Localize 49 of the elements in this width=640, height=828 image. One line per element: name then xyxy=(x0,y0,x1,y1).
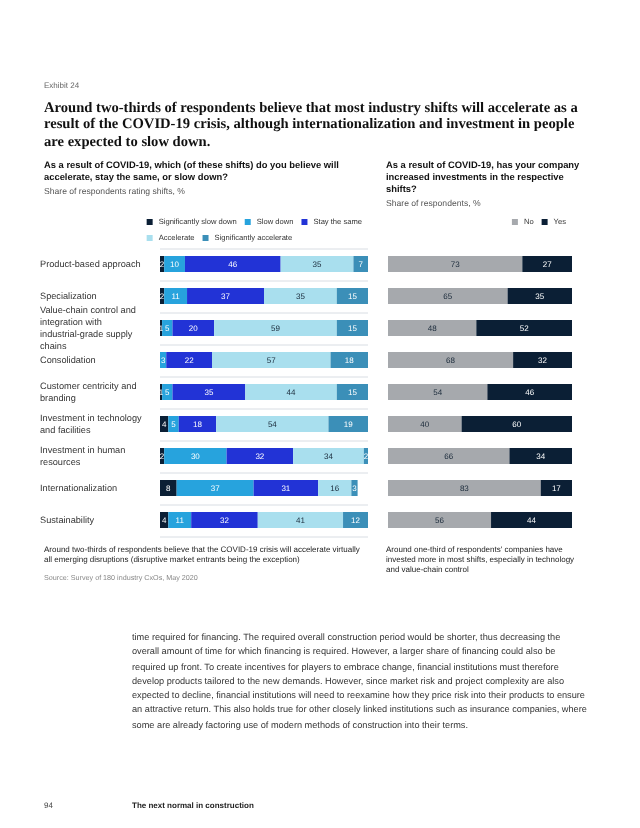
bar xyxy=(388,512,492,528)
bar xyxy=(388,480,541,496)
bar xyxy=(353,256,368,272)
bar xyxy=(257,512,344,528)
bar xyxy=(184,256,281,272)
bar xyxy=(160,480,177,496)
bar xyxy=(293,448,364,464)
bar xyxy=(388,384,488,400)
bar xyxy=(540,480,572,496)
bar xyxy=(476,320,572,336)
bar xyxy=(164,256,185,272)
bar xyxy=(513,352,572,368)
bar xyxy=(172,320,215,336)
bar xyxy=(245,384,337,400)
bar xyxy=(388,416,462,432)
bar xyxy=(388,448,510,464)
bar xyxy=(330,352,368,368)
bar xyxy=(164,448,227,464)
bar xyxy=(491,512,572,528)
bar xyxy=(172,384,246,400)
bar xyxy=(191,512,258,528)
bar xyxy=(336,384,368,400)
bar xyxy=(336,288,368,304)
bar xyxy=(253,480,319,496)
bar xyxy=(388,256,523,272)
bar xyxy=(487,384,572,400)
bar xyxy=(280,256,354,272)
bar xyxy=(264,288,337,304)
bar xyxy=(176,480,254,496)
bar xyxy=(388,320,477,336)
bar xyxy=(328,416,368,432)
bar xyxy=(522,256,572,272)
bar xyxy=(164,288,188,304)
bar xyxy=(507,288,572,304)
bar xyxy=(214,320,337,336)
bar xyxy=(461,416,572,432)
bar xyxy=(318,480,352,496)
bar xyxy=(212,352,331,368)
bar xyxy=(187,288,264,304)
bar xyxy=(388,288,508,304)
bar xyxy=(388,352,514,368)
bar xyxy=(216,416,329,432)
bar xyxy=(226,448,294,464)
bar xyxy=(166,352,212,368)
bar xyxy=(509,448,572,464)
bar xyxy=(178,416,217,432)
bar xyxy=(336,320,368,336)
bar xyxy=(343,512,368,528)
bar xyxy=(168,512,192,528)
